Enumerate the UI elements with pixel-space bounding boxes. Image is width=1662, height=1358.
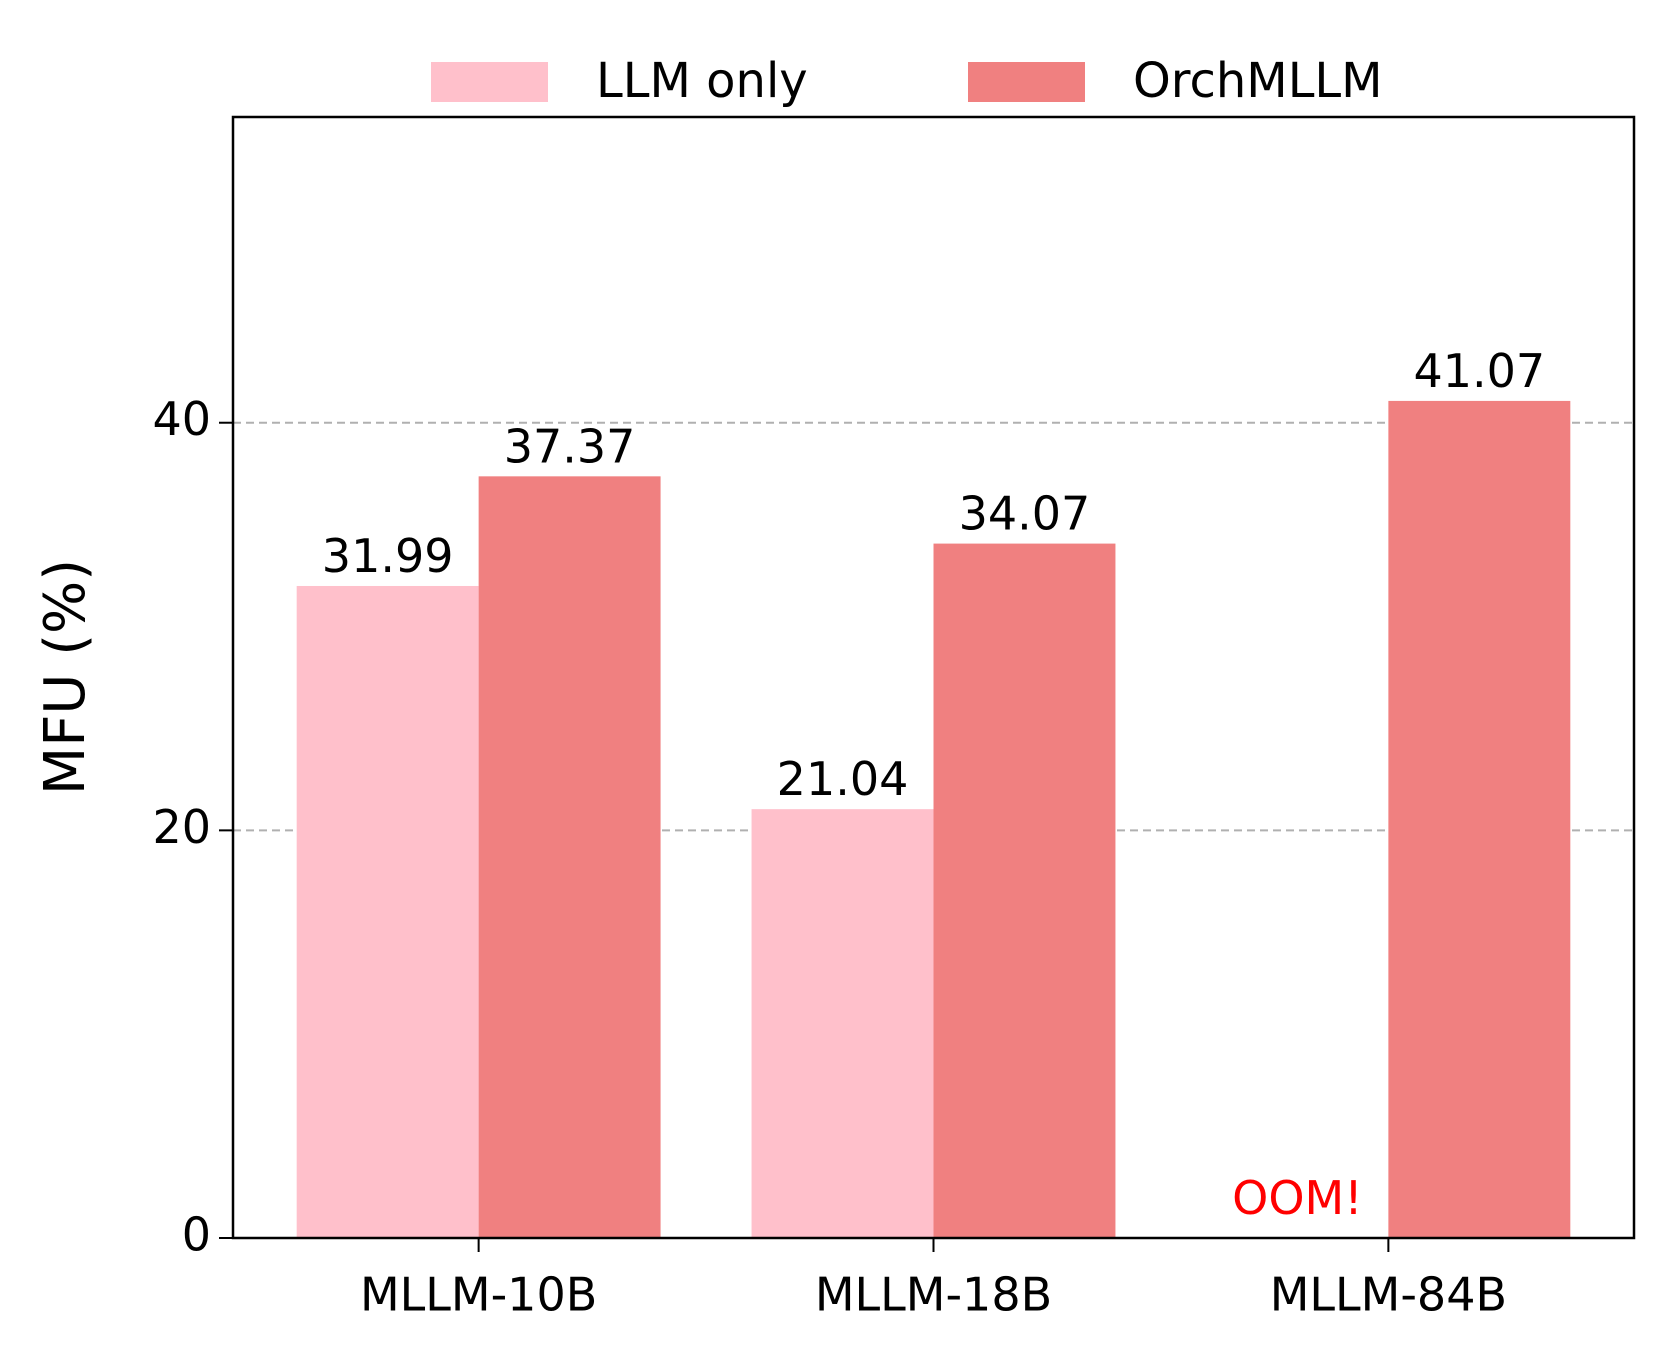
value-label: 37.37 [504, 419, 636, 473]
y-tick-label: 0 [182, 1208, 211, 1262]
x-tick-label: MLLM-84B [1270, 1268, 1507, 1322]
legend-label: LLM only [596, 53, 808, 109]
value-label: 31.99 [322, 529, 454, 583]
bar [1388, 400, 1571, 1239]
x-tick-label: MLLM-10B [360, 1268, 597, 1322]
bar [751, 809, 934, 1238]
x-tick-label: MLLM-18B [815, 1268, 1052, 1322]
y-axis-label: MFU (%) [33, 559, 98, 795]
bar [933, 543, 1116, 1238]
bar [296, 585, 479, 1238]
legend-swatch [431, 62, 548, 102]
legend-label: OrchMLLM [1133, 53, 1383, 109]
bar [478, 476, 661, 1239]
value-label: 41.07 [1413, 344, 1545, 398]
y-tick-label: 20 [152, 800, 211, 854]
annotation: OOM! [1232, 1171, 1363, 1225]
value-label: 34.07 [959, 487, 1091, 541]
legend-swatch [968, 62, 1085, 102]
y-tick-label: 40 [152, 392, 211, 446]
value-label: 21.04 [777, 752, 909, 806]
plot-frame [231, 115, 1636, 1240]
